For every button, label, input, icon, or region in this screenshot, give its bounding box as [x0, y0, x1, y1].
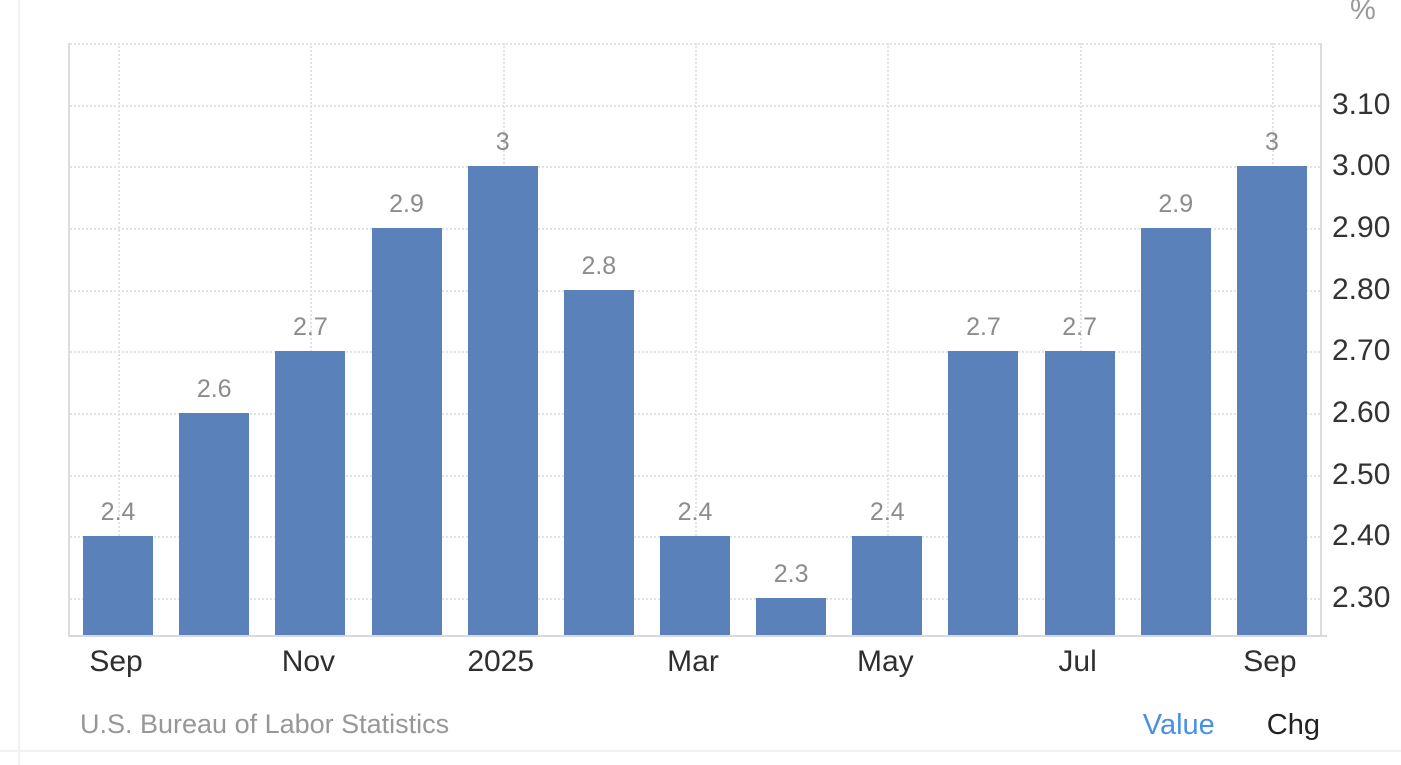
bar-7[interactable] [756, 598, 827, 635]
y-axis-tick-label: 2.30 [1332, 581, 1391, 614]
bar-value-label: 2.6 [196, 375, 232, 403]
plot-area: 2.4 2.6 2.7 2.9 3 2.8 2.4 2.3 2.4 2.7 2.7 2.9 3 [68, 43, 1322, 635]
chg-toggle[interactable]: Chg [1266, 709, 1320, 741]
bar-4[interactable] [467, 166, 538, 635]
gridline-vertical [310, 43, 313, 635]
series-toggles: Value Chg [1143, 709, 1320, 742]
x-axis-tick-label: Jul [1058, 645, 1097, 678]
y-axis-tick-label: 2.50 [1332, 457, 1391, 491]
source-attribution: U.S. Bureau of Labor Statistics [80, 709, 450, 739]
bar-value-label: 2.4 [677, 498, 713, 527]
gridline-vertical [695, 43, 697, 635]
x-axis-tick-label: Sep [1243, 645, 1297, 678]
bar-3[interactable] [371, 228, 442, 635]
bar-1[interactable] [179, 413, 250, 635]
bar-8[interactable] [852, 536, 923, 635]
x-axis-line [68, 635, 1327, 637]
x-axis-tick-label: Mar [667, 645, 719, 678]
bar-0[interactable] [83, 536, 154, 635]
bar-11[interactable] [1140, 228, 1211, 635]
y-axis-tick-label: 2.40 [1332, 519, 1391, 553]
bar-value-label: 3 [495, 128, 510, 157]
bar-value-label: 3 [1264, 128, 1279, 157]
gridline-vertical [887, 43, 890, 635]
y-axis-tick-label: 3.00 [1332, 149, 1391, 183]
bar-9[interactable] [948, 351, 1019, 635]
bar-10[interactable] [1044, 351, 1115, 635]
bar-2[interactable] [275, 351, 346, 635]
y-axis-tick-label: 2.60 [1332, 396, 1391, 429]
bar-value-label: 2.9 [389, 190, 424, 218]
panel-left-divider [18, 0, 20, 765]
x-axis-tick-label: Sep [89, 645, 143, 678]
y-axis-tick-label: 3.10 [1332, 87, 1391, 121]
bar-value-label: 2.9 [1158, 190, 1194, 218]
bar-value-label: 2.4 [100, 498, 136, 527]
y-axis-labels: 3.10 3.00 2.90 2.80 2.70 2.60 2.50 2.40 2.30 [1332, 43, 1401, 635]
x-axis-tick-label: May [856, 645, 914, 678]
x-axis-labels: Sep Nov 2025 Mar May Jul Sep [68, 644, 1318, 684]
x-axis-tick-label: Nov [281, 645, 336, 678]
y-axis-unit-label: % [1350, 0, 1376, 26]
y-axis-tick-label: 2.80 [1332, 272, 1391, 306]
gridline-vertical [1079, 43, 1082, 635]
bar-value-label: 2.7 [292, 313, 328, 342]
bar-value-label: 2.4 [869, 498, 905, 527]
bar-12[interactable] [1236, 166, 1307, 635]
bottom-divider [0, 750, 1401, 752]
value-toggle[interactable]: Value [1142, 709, 1215, 741]
y-axis-tick-label: 2.90 [1332, 211, 1391, 244]
bar-value-label: 2.7 [966, 313, 1001, 342]
bar-value-label: 2.8 [581, 251, 617, 280]
y-axis-tick-label: 2.70 [1332, 334, 1391, 368]
x-axis-tick-label: 2025 [467, 645, 535, 678]
bar-value-label: 2.7 [1062, 313, 1097, 342]
bar-5[interactable] [563, 289, 634, 635]
bar-value-label: 2.3 [773, 560, 809, 588]
gridline-vertical [118, 43, 121, 635]
bar-6[interactable] [660, 536, 730, 635]
